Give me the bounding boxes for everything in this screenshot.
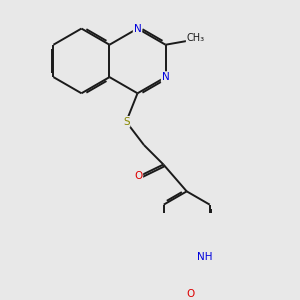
Text: N: N	[134, 24, 141, 34]
Text: NH: NH	[197, 252, 213, 262]
Text: S: S	[123, 117, 130, 127]
Text: O: O	[187, 289, 195, 299]
Text: N: N	[162, 72, 170, 82]
Text: O: O	[134, 171, 142, 181]
Text: CH₃: CH₃	[187, 33, 205, 43]
